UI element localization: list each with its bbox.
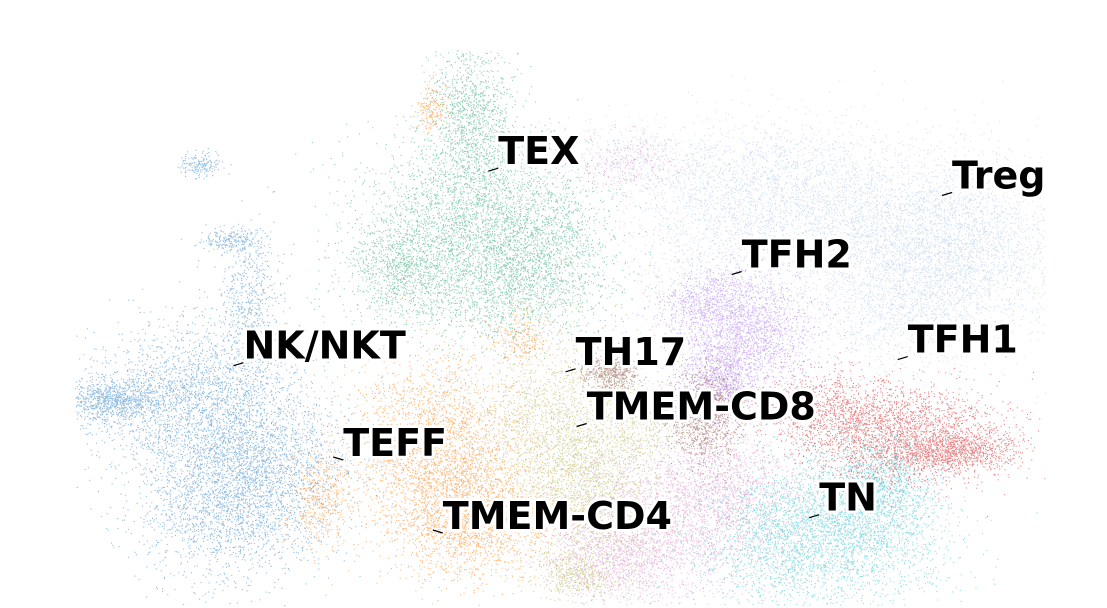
scatter-point-cloud <box>485 124 830 606</box>
leader-line <box>432 529 443 534</box>
cluster-label-tn: TN <box>819 476 877 520</box>
cluster-labels: TEX Treg TFH2 NK/NKT TH17 TFH1 TMEM-CD8 TEFF TME… <box>241 126 1049 541</box>
cluster-label-nk-nkt: NK/NKT <box>244 324 406 368</box>
leader-line <box>565 368 576 373</box>
leader-line <box>488 167 499 172</box>
cluster-label-treg: Treg <box>952 154 1045 198</box>
leader-line <box>941 191 953 197</box>
scatter-point-cloud <box>637 361 1038 606</box>
cluster-points-nk-nkt <box>75 148 405 607</box>
cluster-points-tmem-cd4 <box>485 124 830 606</box>
leader-line <box>731 270 742 276</box>
scatter-points-layer <box>75 50 1046 607</box>
leader-line <box>233 362 244 367</box>
cluster-label-th17: TH17 <box>576 330 687 374</box>
scatter-point-cloud <box>75 148 405 607</box>
cluster-label-tmem-cd8: TMEM-CD8 <box>587 385 816 429</box>
cluster-label-tex: TEX <box>498 129 579 173</box>
label-leader-lines <box>233 167 953 534</box>
cluster-label-teff: TEFF <box>343 421 447 465</box>
leader-line <box>333 456 344 461</box>
leader-line <box>897 356 908 361</box>
leader-line <box>576 422 587 428</box>
cluster-points-tn <box>637 361 1038 606</box>
cluster-label-tfh2: TFH2 <box>742 233 852 277</box>
cluster-label-tfh1: TFH1 <box>908 318 1018 362</box>
cluster-label-tmem-cd4: TMEM-CD4 <box>443 494 672 538</box>
leader-line <box>809 514 820 519</box>
